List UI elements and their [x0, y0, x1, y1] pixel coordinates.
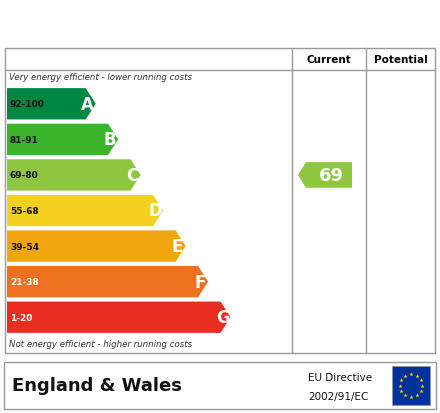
Polygon shape: [7, 231, 186, 262]
Text: England & Wales: England & Wales: [12, 377, 182, 394]
Text: 81-91: 81-91: [10, 135, 39, 145]
Text: Current: Current: [307, 55, 352, 65]
Polygon shape: [298, 163, 352, 188]
Text: 39-54: 39-54: [10, 242, 39, 251]
Polygon shape: [7, 124, 118, 156]
Text: 92-100: 92-100: [10, 100, 45, 109]
Text: E: E: [172, 237, 183, 256]
Polygon shape: [7, 89, 95, 120]
Polygon shape: [7, 195, 163, 227]
Bar: [392, 366, 430, 405]
Text: B: B: [104, 131, 117, 149]
Text: Energy Efficiency Rating: Energy Efficiency Rating: [11, 12, 299, 32]
Text: Very energy efficient - lower running costs: Very energy efficient - lower running co…: [9, 73, 192, 82]
Text: D: D: [148, 202, 162, 220]
Polygon shape: [7, 302, 231, 333]
Text: 69: 69: [319, 166, 344, 185]
Text: A: A: [81, 95, 94, 114]
Polygon shape: [7, 160, 141, 191]
Text: EU Directive: EU Directive: [308, 373, 372, 382]
Text: F: F: [194, 273, 206, 291]
Text: 1-20: 1-20: [10, 313, 33, 322]
Bar: [4, 362, 436, 409]
Text: 69-80: 69-80: [10, 171, 39, 180]
Text: Potential: Potential: [374, 55, 427, 65]
Text: 55-68: 55-68: [10, 206, 39, 216]
Text: 2002/91/EC: 2002/91/EC: [308, 392, 368, 401]
Text: 21-38: 21-38: [10, 278, 39, 287]
Polygon shape: [7, 266, 208, 298]
Text: C: C: [127, 166, 139, 185]
Text: G: G: [216, 309, 229, 326]
Text: Not energy efficient - higher running costs: Not energy efficient - higher running co…: [9, 339, 192, 348]
